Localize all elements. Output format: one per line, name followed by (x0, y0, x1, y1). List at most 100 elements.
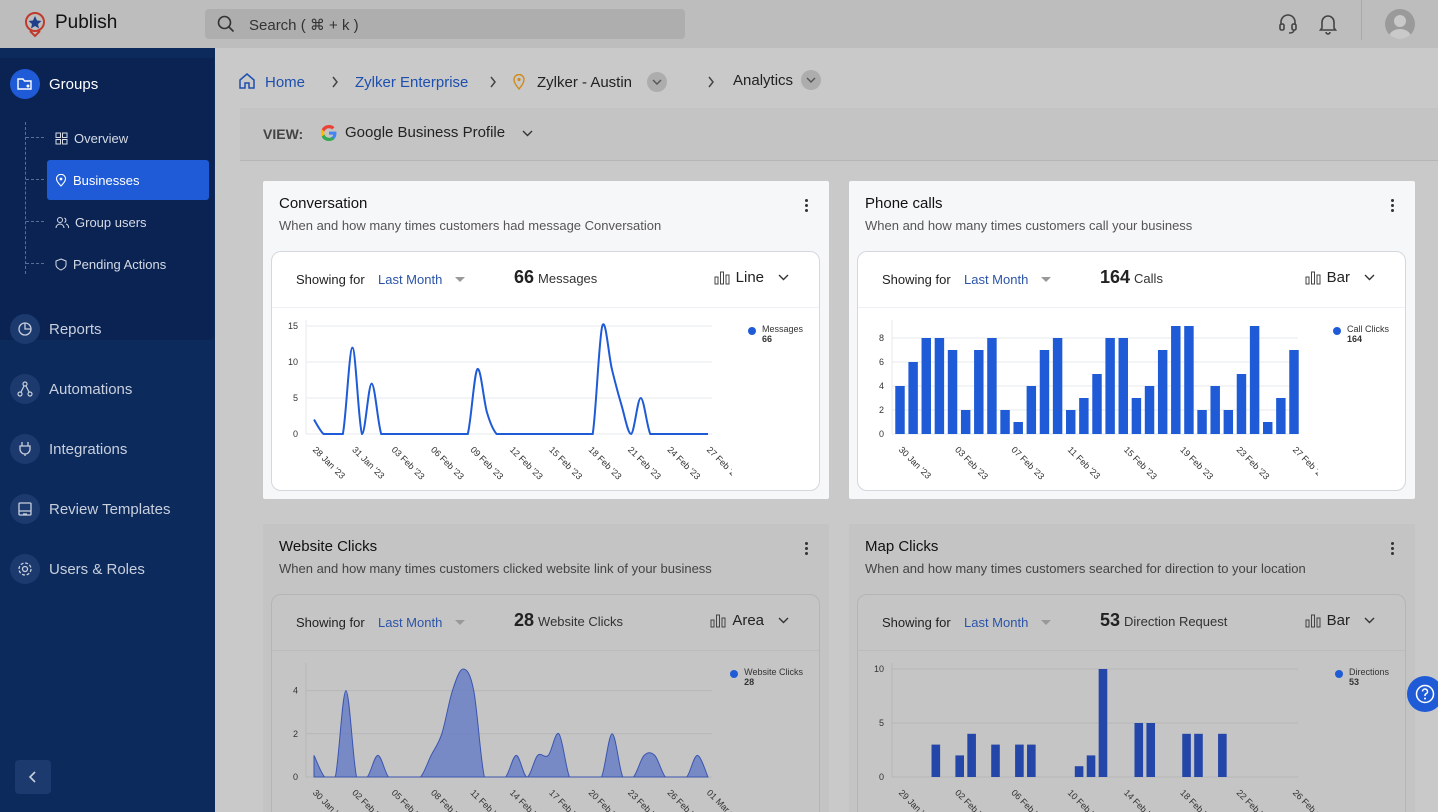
sidebar-item-users-roles[interactable]: Users & Roles (10, 554, 145, 584)
avatar[interactable] (1385, 9, 1415, 39)
caret-down-icon[interactable] (455, 277, 465, 282)
chart-legend[interactable]: Website Clicks 28 (730, 667, 803, 687)
x-tick-label: 17 Feb '23 (547, 788, 584, 812)
period-dropdown[interactable]: Last Month (378, 615, 443, 630)
x-tick-label: 14 Feb '23 (1122, 788, 1159, 812)
chevron-down-icon (778, 617, 789, 624)
breadcrumb-enterprise[interactable]: Zylker Enterprise (355, 74, 469, 91)
sidebar: Groups Overview Businesses Group users P… (0, 48, 215, 812)
sidebar-sub-pending-actions[interactable]: Pending Actions (26, 244, 209, 284)
caret-down-icon[interactable] (1041, 277, 1051, 282)
chart-legend[interactable]: Call Clicks 164 (1332, 324, 1389, 344)
bar (1052, 338, 1063, 434)
top-separator (1361, 0, 1362, 40)
showing-for-label: Showing for (296, 615, 365, 630)
sidebar-item-integrations[interactable]: Integrations (10, 434, 127, 464)
breadcrumb-analytics[interactable]: Analytics (733, 72, 794, 89)
chart-legend[interactable]: Directions 53 (1334, 667, 1389, 687)
chart-type-dropdown[interactable]: Bar (1305, 269, 1375, 286)
x-tick-label: 15 Feb '23 (1122, 445, 1159, 482)
bar (1015, 744, 1024, 777)
period-dropdown[interactable]: Last Month (964, 272, 1029, 287)
sidebar-item-reports[interactable]: Reports (10, 314, 102, 344)
bar (974, 350, 984, 434)
more-options-icon[interactable] (1391, 199, 1395, 214)
x-tick-label: 02 Feb '23 (953, 788, 990, 812)
chart-panel: Showing for Last Month 53 Direction Reque… (857, 594, 1406, 812)
sidebar-item-review-templates[interactable]: Review Templates (10, 494, 170, 524)
bar (1026, 386, 1037, 434)
shield-icon (55, 257, 67, 271)
home-icon[interactable] (238, 72, 256, 90)
bell-icon[interactable] (1318, 13, 1338, 35)
y-tick-label: 0 (879, 429, 884, 439)
bar (1000, 410, 1010, 434)
bar-chart-icon (1305, 614, 1321, 627)
help-button[interactable] (1407, 676, 1438, 712)
search-bar[interactable]: Search ( ⌘ + k ) (205, 9, 685, 39)
bar (991, 744, 1000, 777)
chart-panel: Showing for Last Month 66 Messages Line 0… (271, 251, 820, 491)
caret-down-icon[interactable] (1041, 620, 1051, 625)
showing-for-label: Showing for (882, 272, 951, 287)
bar (1218, 733, 1227, 777)
bar (1027, 744, 1036, 777)
bar (987, 338, 997, 434)
user-avatar-icon (1389, 15, 1411, 39)
groups-section: Groups Overview Businesses Group users P… (0, 58, 214, 340)
chart-type-dropdown[interactable]: Area (710, 612, 789, 629)
period-dropdown[interactable]: Last Month (378, 272, 443, 287)
x-tick-label: 30 Jan '23 (311, 788, 347, 812)
x-tick-label: 18 Feb '23 (1178, 788, 1215, 812)
total-count: 53 Direction Request (1100, 610, 1228, 630)
bar (931, 744, 941, 777)
pie-chart-icon (18, 322, 32, 336)
period-dropdown[interactable]: Last Month (964, 615, 1029, 630)
sidebar-sub-businesses[interactable]: Businesses (26, 160, 209, 200)
total-count: 164 Calls (1100, 267, 1163, 287)
bar (1013, 422, 1023, 434)
x-tick-label: 19 Feb '23 (1178, 445, 1215, 482)
grid-icon (55, 132, 68, 144)
bar (967, 733, 976, 777)
headset-icon[interactable] (1278, 13, 1298, 35)
card-description: When and how many times customers search… (865, 561, 1306, 576)
chart-type-dropdown[interactable]: Line (714, 269, 789, 286)
analytics-dropdown-button[interactable] (801, 70, 821, 90)
more-options-icon[interactable] (805, 199, 809, 214)
chevron-right-icon (332, 76, 338, 88)
bar (1289, 350, 1299, 434)
y-tick-label: 6 (879, 357, 884, 367)
sidebar-sub-group-users[interactable]: Group users (26, 202, 209, 242)
chart-type-dropdown[interactable]: Bar (1305, 612, 1375, 629)
plug-icon (19, 442, 31, 456)
view-label: VIEW: (263, 126, 304, 142)
chevron-down-icon[interactable] (522, 130, 533, 137)
website-clicks-area-chart: 0 2 4 30 Jan '23 02 Feb '23 05 Feb '23 08 Feb … (293, 663, 732, 812)
location-dropdown-button[interactable] (647, 72, 667, 92)
breadcrumb-home[interactable]: Home (265, 74, 306, 91)
template-icon (18, 502, 32, 516)
phone-calls-card: Phone calls When and how many times cust… (849, 181, 1415, 499)
x-tick-label: 11 Feb '23 (1066, 445, 1102, 481)
x-tick-label: 02 Feb '23 (350, 788, 387, 812)
x-tick-label: 08 Feb '23 (429, 788, 466, 812)
x-tick-label: 06 Feb '23 (1009, 788, 1046, 812)
view-selected-value[interactable]: Google Business Profile (345, 124, 506, 141)
more-options-icon[interactable] (805, 542, 809, 557)
breadcrumb-location[interactable]: Zylker - Austin (537, 74, 633, 91)
x-tick-label: 10 Feb '23 (1066, 788, 1103, 812)
bar (1092, 374, 1102, 434)
y-tick-label: 0 (879, 772, 884, 782)
caret-down-icon[interactable] (455, 620, 465, 625)
view-selector-bar: VIEW: Google Business Profile (240, 108, 1438, 161)
collapse-sidebar-button[interactable] (15, 760, 51, 794)
sidebar-sub-overview[interactable]: Overview (26, 118, 209, 158)
chart-legend[interactable]: Messages 66 (747, 324, 803, 344)
top-bar: Publish Search ( ⌘ + k ) (0, 0, 1438, 48)
sidebar-item-groups[interactable]: Groups (10, 69, 98, 99)
bar (1249, 326, 1260, 434)
x-tick-label: 31 Jan '23 (350, 445, 386, 481)
sidebar-item-automations[interactable]: Automations (10, 374, 132, 404)
more-options-icon[interactable] (1391, 542, 1395, 557)
